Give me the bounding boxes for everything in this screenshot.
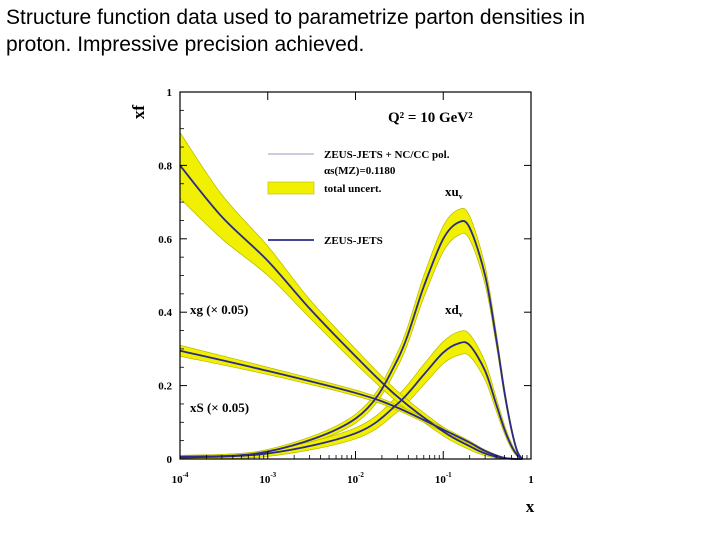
label-xs: xS (× 0.05) (190, 400, 249, 415)
central-lines (179, 164, 531, 460)
x-tick-label: 10-1 (435, 471, 452, 486)
y-tick-label: 0 (167, 454, 173, 466)
x-tick-label: 1 (528, 474, 534, 486)
y-axis-label: xf (130, 105, 148, 120)
caption-line-1: Structure function data used to parametr… (6, 6, 585, 29)
slide-caption: Structure function data used to parametr… (6, 4, 706, 58)
series-labels: xuv xdv xg (× 0.05) xS (× 0.05) (190, 184, 463, 415)
label-xg: xg (× 0.05) (190, 302, 248, 317)
line-xuv (179, 219, 524, 460)
legend: ZEUS-JETS + NC/CC pol. αs(MZ)=0.1180 tot… (267, 149, 450, 247)
axis-ticks: 0 0.2 0.4 0.6 0.8 1 10-4 10-3 10-2 10-1 1 (158, 87, 534, 486)
y-tick-label: 1 (167, 87, 173, 99)
line-xdv (179, 341, 524, 460)
label-xdv: xdv (445, 302, 463, 319)
line-xg (179, 164, 523, 460)
x-tick-label: 10-4 (172, 471, 189, 486)
y-tick-label: 0.6 (158, 234, 172, 246)
y-tick-label: 0.8 (158, 160, 172, 172)
pdf-chart: 0 0.2 0.4 0.6 0.8 1 10-4 10-3 10-2 10-1 1 xf x Q² … (130, 87, 535, 516)
legend-label-alphas: αs(MZ)=0.1180 (324, 165, 396, 177)
legend-label-combined-fit: ZEUS-JETS + NC/CC pol. (324, 149, 450, 161)
line-xs (179, 349, 523, 460)
x-axis-label: x (526, 497, 535, 516)
y-tick-label: 0.4 (158, 307, 172, 319)
legend-band-swatch (267, 181, 315, 195)
y-tick-label: 0.2 (158, 381, 172, 393)
x-tick-label: 10-2 (347, 471, 364, 486)
caption-line-2: proton. Impressive precision achieved. (6, 33, 365, 56)
legend-label-total-uncert: total uncert. (324, 183, 382, 195)
chart-title: Q² = 10 GeV² (388, 110, 473, 126)
x-tick-label: 10-3 (259, 471, 276, 486)
legend-label-zeus-jets: ZEUS-JETS (324, 235, 383, 247)
label-xuv: xuv (445, 184, 463, 201)
